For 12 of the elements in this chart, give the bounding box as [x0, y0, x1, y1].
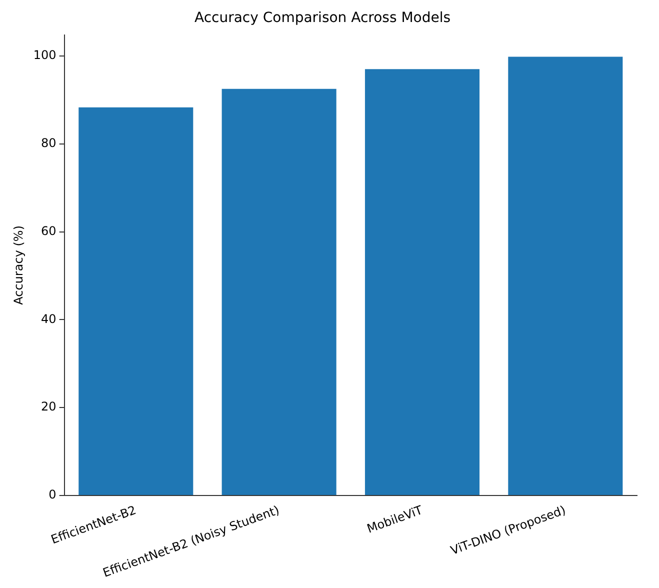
chart-title: Accuracy Comparison Across Models [194, 10, 451, 26]
y-axis-title: Accuracy (%) [11, 225, 26, 305]
bar [222, 88, 336, 496]
y-tick-label: 80 [41, 136, 56, 150]
y-tick-label: 60 [41, 224, 56, 238]
bar [508, 56, 623, 496]
y-tick-label: 100 [33, 48, 56, 62]
bar [78, 107, 194, 496]
y-tick-label: 40 [41, 312, 56, 326]
y-tick-label: 20 [41, 400, 56, 414]
y-tick-label: 0 [48, 488, 56, 502]
bar [364, 69, 480, 496]
